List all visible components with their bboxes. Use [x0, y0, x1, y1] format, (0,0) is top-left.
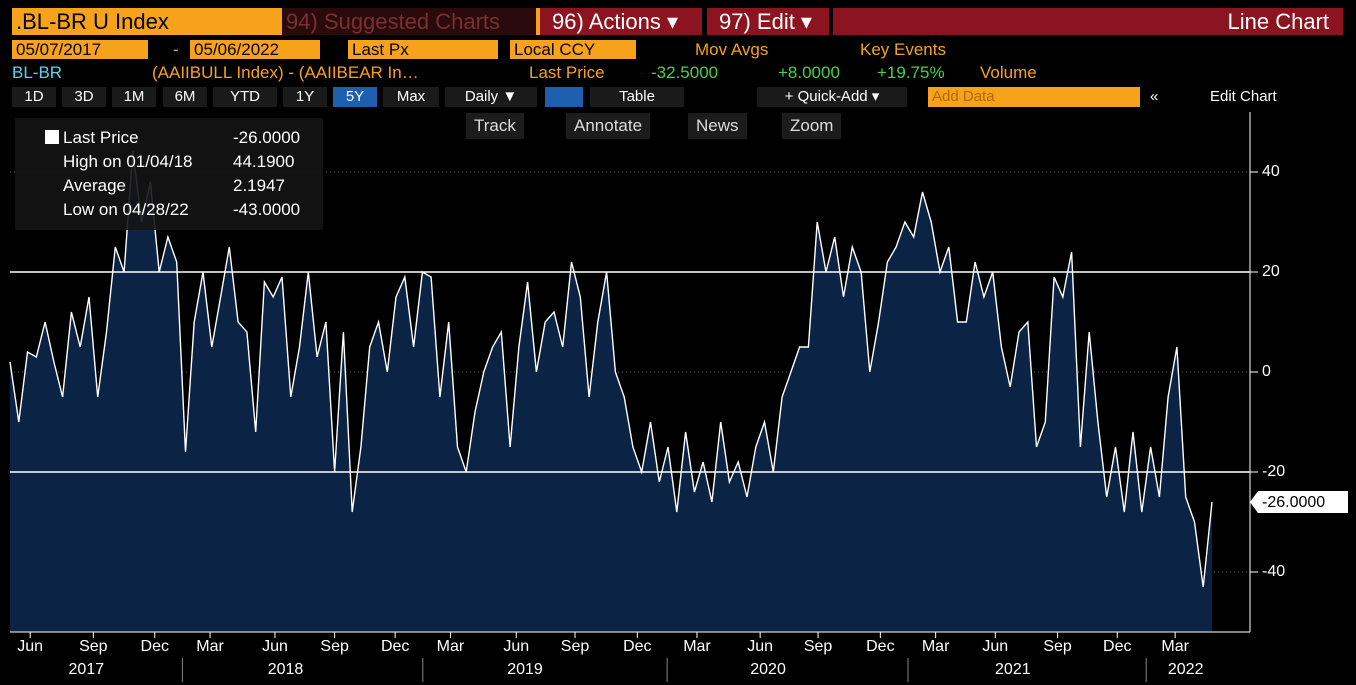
frequency[interactable]: Daily ▼: [445, 87, 537, 107]
legend-swatch: [45, 130, 59, 144]
last-value-box: [1250, 491, 1348, 513]
legend-label: Low on 04/28/22: [63, 200, 189, 219]
y-tick-label: 40: [1262, 163, 1280, 180]
y-tick-label: 20: [1262, 263, 1280, 280]
x-tick-label: Sep: [1043, 638, 1072, 655]
period-button[interactable]: 1M: [112, 87, 156, 107]
period-button[interactable]: YTD: [213, 87, 277, 107]
x-tick-label: Sep: [79, 638, 108, 655]
x-tick-label: Mar: [437, 638, 465, 655]
add-data[interactable]: Add Data: [928, 87, 1140, 107]
y-tick-label: -20: [1262, 463, 1285, 480]
year-label: 2018: [268, 661, 304, 678]
mov-avgs[interactable]: Mov Avgs: [695, 40, 769, 59]
collapse[interactable]: «: [1150, 88, 1159, 105]
key-events[interactable]: Key Events: [860, 40, 946, 59]
x-tick-label: Dec: [381, 638, 409, 655]
legend-value: -26.0000: [233, 128, 301, 147]
legend-value: 2.1947: [233, 176, 285, 195]
x-tick-label: Sep: [804, 638, 833, 655]
change: +8.0000: [778, 63, 840, 82]
year-label: 2017: [69, 661, 105, 678]
x-tick-label: Dec: [866, 638, 894, 655]
x-tick-label: Jun: [503, 638, 529, 655]
table-button[interactable]: Table: [590, 87, 684, 107]
legend: Last Price -26.0000 High on 01/04/18 44.190…: [15, 118, 323, 230]
year-label: 2022: [1168, 661, 1204, 678]
x-tick-label: Jun: [747, 638, 773, 655]
suggested-charts[interactable]: 94) Suggested Charts: [282, 8, 536, 35]
x-tick-label: Mar: [196, 638, 224, 655]
start-date[interactable]: 05/07/2017: [12, 40, 148, 59]
year-label: 2021: [995, 661, 1031, 678]
legend-label: Last Price: [63, 128, 139, 147]
quick-add[interactable]: + Quick-Add ▾: [757, 87, 907, 107]
x-tick-label: Dec: [1103, 638, 1131, 655]
x-tick-label: Mar: [1161, 638, 1189, 655]
line: [9, 151, 1213, 588]
chart-tool[interactable]: Track: [466, 113, 524, 139]
last-label: Last Price: [529, 63, 605, 82]
line-icon[interactable]: [545, 87, 583, 107]
x-tick-label: Mar: [922, 638, 950, 655]
period-button[interactable]: 6M: [163, 87, 207, 107]
actions-menu[interactable]: 96) Actions ▾: [540, 8, 702, 35]
period-button[interactable]: 1D: [12, 87, 56, 107]
field-select[interactable]: Last Px: [348, 40, 498, 59]
x-tick-label: Dec: [623, 638, 651, 655]
legend-label: High on 01/04/18: [63, 152, 193, 171]
description: (AAIIBULL Index) - (AAIIBEAR In…: [152, 63, 419, 82]
x-tick-label: Dec: [141, 638, 169, 655]
date-dash: -: [173, 40, 179, 59]
edit-chart[interactable]: Edit Chart: [1210, 88, 1277, 105]
period-button[interactable]: 1Y: [283, 87, 327, 107]
chart-tool[interactable]: Zoom: [782, 113, 842, 139]
y-tick-label: 0: [1262, 363, 1271, 380]
x-tick-label: Mar: [683, 638, 711, 655]
edit-menu[interactable]: 97) Edit ▾: [707, 8, 829, 35]
x-tick-label: Sep: [320, 638, 349, 655]
year-label: 2020: [750, 661, 786, 678]
currency-select[interactable]: Local CCY: [510, 40, 636, 59]
chart-tool[interactable]: News: [688, 113, 747, 139]
chart-tool[interactable]: Annotate: [566, 113, 651, 139]
x-tick-label: Sep: [561, 638, 590, 655]
year-label: 2019: [507, 661, 543, 678]
period-button[interactable]: 5Y: [333, 87, 377, 107]
y-tick-label: -40: [1262, 563, 1285, 580]
legend-label: Average: [63, 176, 127, 195]
x-tick-label: Jun: [17, 638, 43, 655]
x-tick-label: Jun: [262, 638, 288, 655]
x-tick-label: Jun: [982, 638, 1008, 655]
end-date[interactable]: 05/06/2022: [190, 40, 320, 59]
volume: Volume: [980, 63, 1037, 82]
last-value-label: -26.0000: [1262, 494, 1325, 511]
change-pct: +19.75%: [877, 63, 945, 82]
period-button[interactable]: 3D: [62, 87, 106, 107]
ticker: BL-BR: [12, 63, 63, 82]
legend-value: 44.1900: [233, 152, 295, 171]
view-title: Line Chart: [833, 8, 1343, 35]
last-value: -32.5000: [651, 63, 719, 82]
period-button[interactable]: Max: [383, 87, 439, 107]
legend-value: -43.0000: [233, 200, 301, 219]
